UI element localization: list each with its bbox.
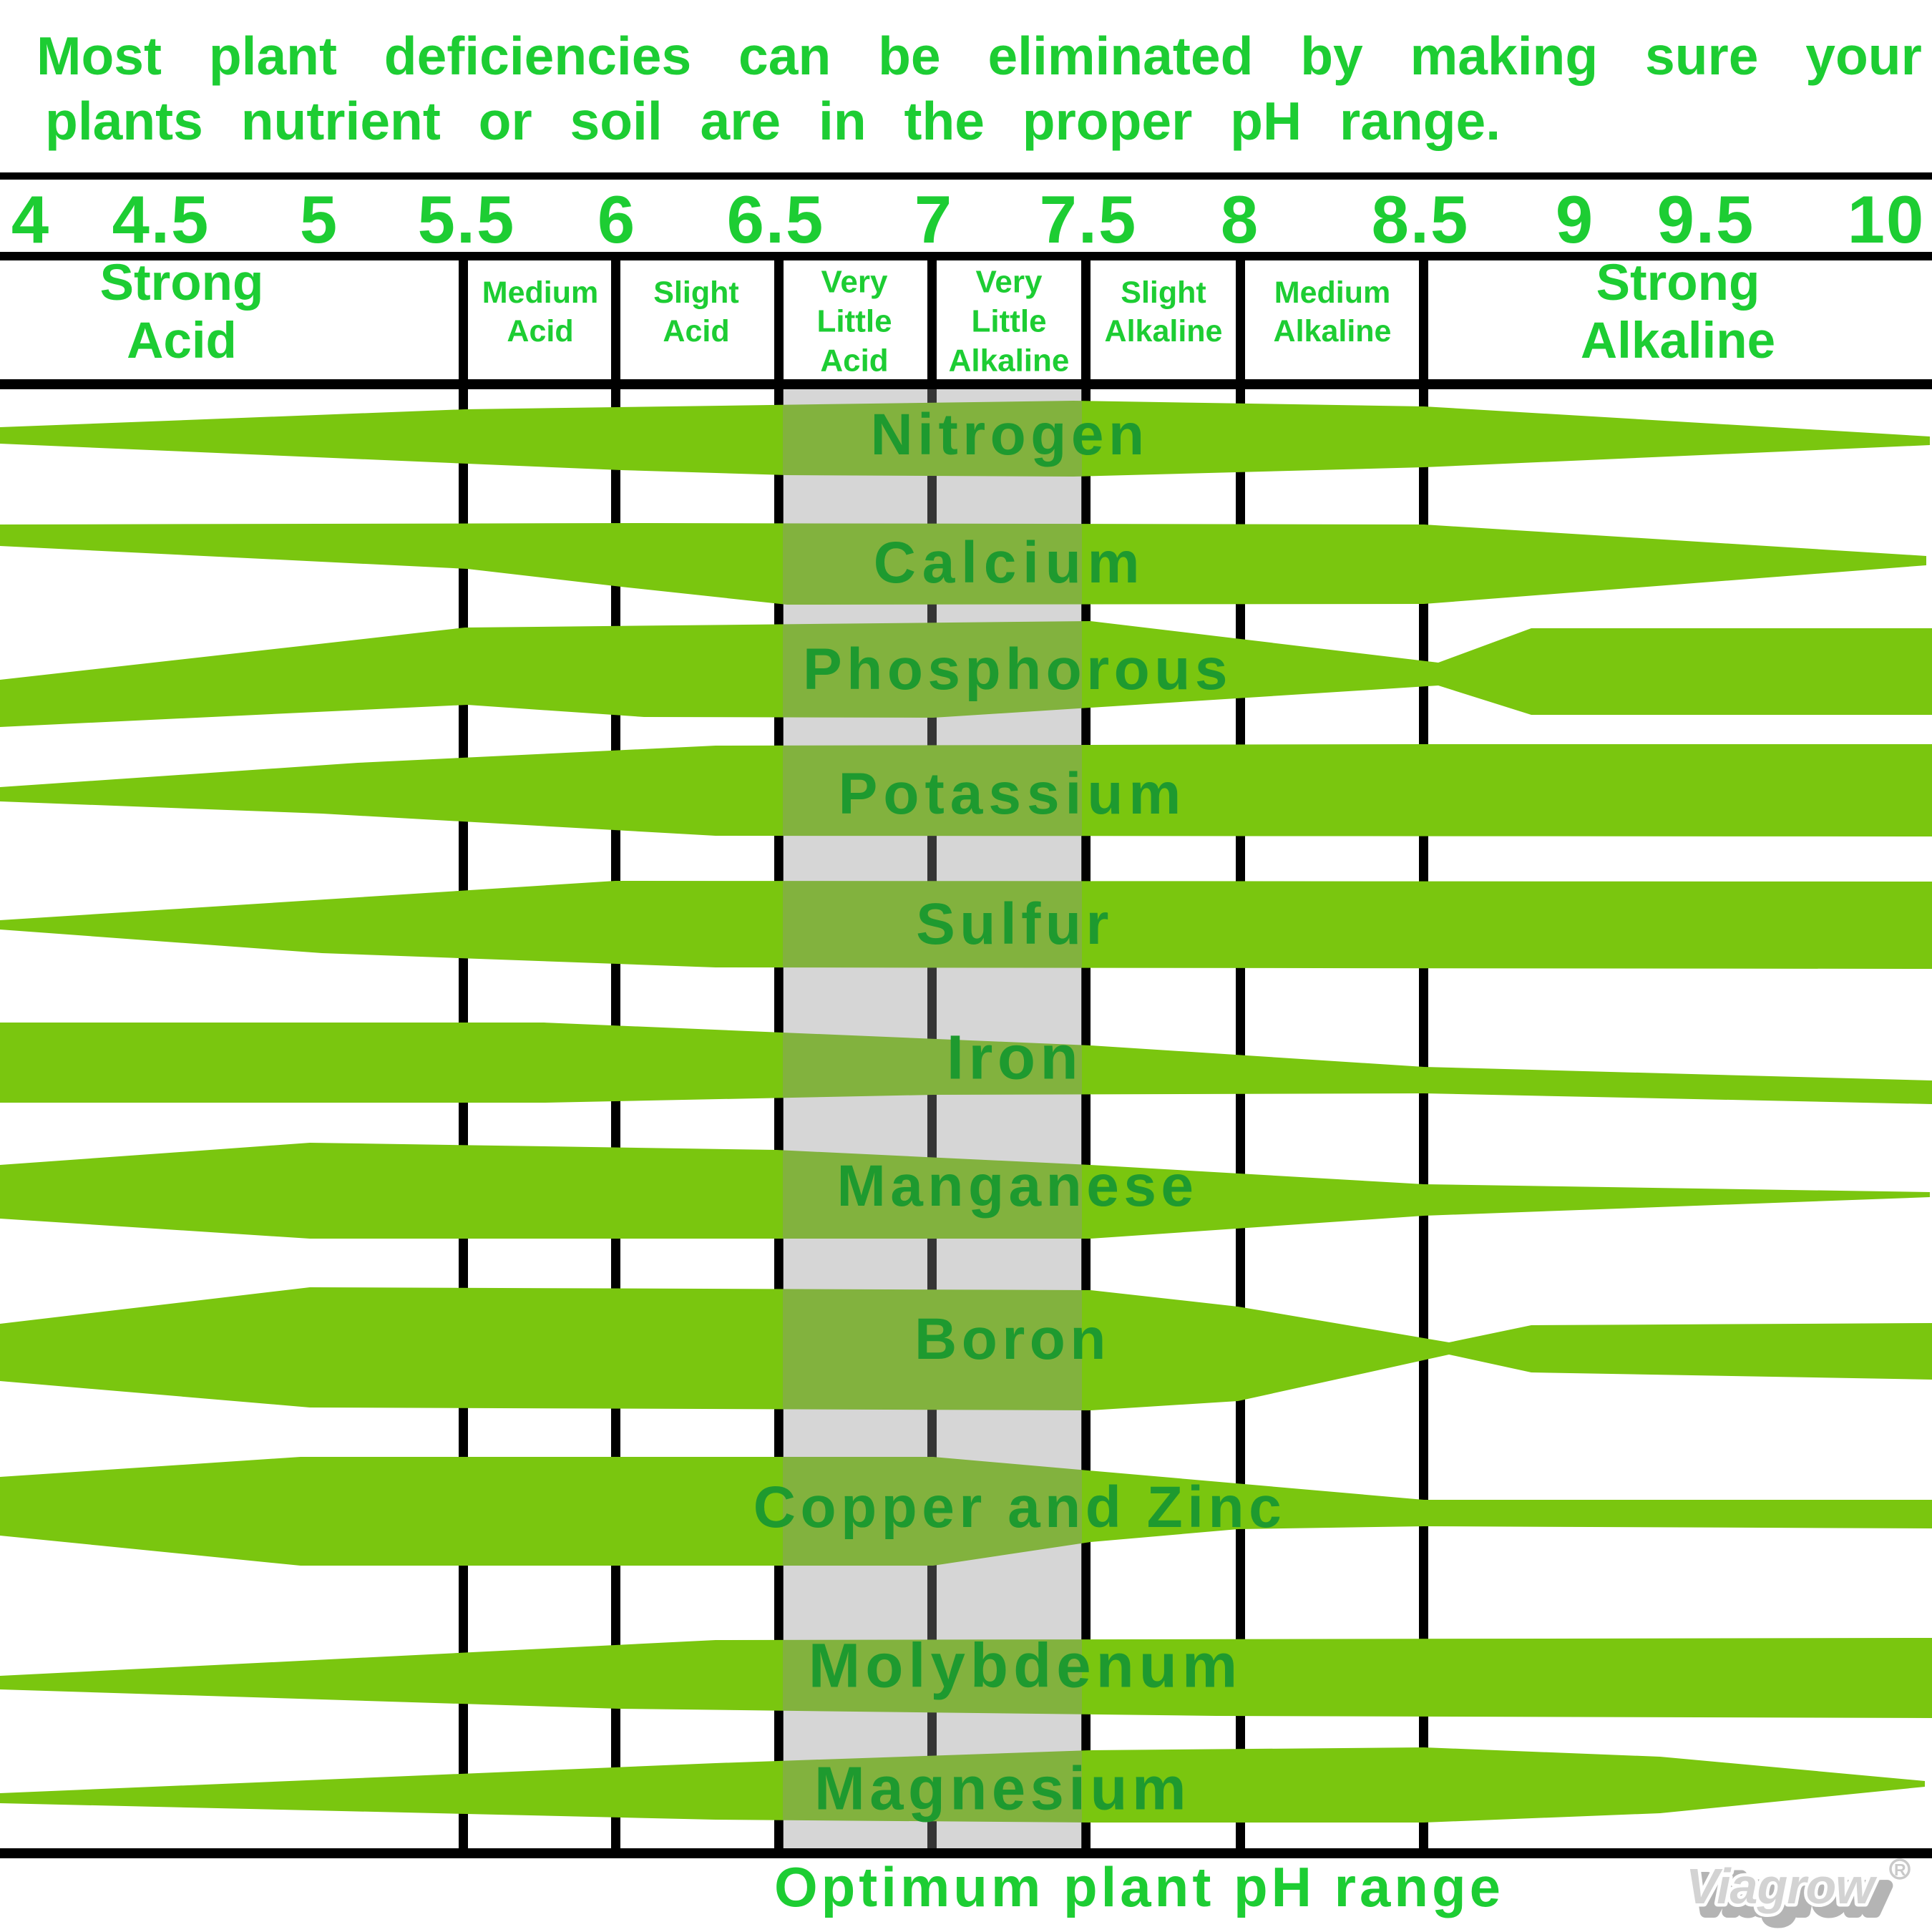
svg-text:R: R (1894, 1860, 1906, 1879)
svg-text:Viagrow: Viagrow (1686, 1858, 1878, 1914)
svg-text:Viagrow: Viagrow (1696, 1867, 1888, 1923)
